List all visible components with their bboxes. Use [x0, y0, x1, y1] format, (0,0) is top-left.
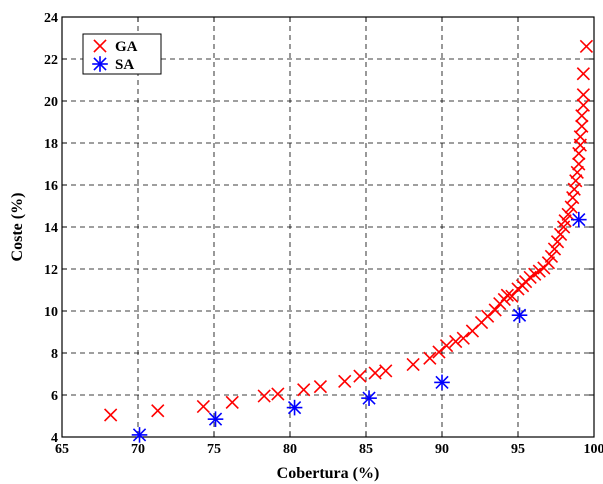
- data-point-sa: [511, 307, 528, 324]
- y-tick-label: 14: [44, 221, 58, 236]
- legend-marker-symbol: [93, 39, 107, 53]
- data-point-ga: [353, 369, 367, 383]
- data-point-sa: [361, 390, 377, 406]
- data-point-sa: [207, 411, 224, 427]
- data-point-sa: [286, 399, 303, 416]
- x-tick-label: 95: [511, 442, 525, 457]
- data-point-ga: [449, 334, 463, 349]
- data-point-ga: [541, 256, 556, 270]
- data-point-ga: [456, 331, 470, 345]
- data-point-ga: [488, 303, 502, 317]
- y-tick-label: 4: [51, 431, 58, 446]
- data-point-ga: [561, 207, 575, 222]
- legend-marker-sa: [92, 56, 108, 72]
- data-point-ga: [480, 309, 495, 323]
- data-point-ga: [576, 67, 590, 81]
- data-point-ga: [558, 214, 572, 228]
- legend-marker-symbol: [92, 56, 108, 72]
- data-point-ga: [500, 288, 514, 302]
- data-point-ga: [406, 357, 420, 372]
- data-point-ga: [572, 157, 586, 171]
- data-point-ga: [550, 235, 565, 249]
- data-point-sa: [570, 211, 587, 228]
- y-tick-label: 18: [44, 137, 58, 152]
- data-point-ga: [432, 345, 446, 359]
- axis-ticks: 65 70 75 80 85 90 95 100 4 6 8 10 12 14 16 18 20 22 24: [44, 11, 603, 457]
- data-point-ga: [379, 364, 393, 378]
- data-point-ga: [297, 383, 311, 397]
- data-point-ga: [576, 88, 590, 102]
- y-tick-label: 6: [51, 389, 58, 404]
- x-tick-label: 90: [435, 442, 449, 457]
- data-point-ga: [151, 404, 165, 418]
- grid-lines: [62, 17, 594, 437]
- y-tick-label: 22: [44, 53, 58, 68]
- data-point-ga: [104, 408, 118, 422]
- x-tick-label: 100: [584, 442, 603, 457]
- y-tick-label: 8: [51, 347, 58, 362]
- data-point-ga: [313, 379, 328, 394]
- x-tick-label: 75: [207, 442, 221, 457]
- x-axis-label: Cobertura (%): [277, 465, 380, 482]
- y-tick-label: 16: [44, 179, 58, 194]
- data-point-ga: [439, 339, 454, 353]
- data-point-ga: [257, 389, 271, 403]
- data-point-ga: [575, 109, 589, 123]
- data-point-ga: [338, 374, 352, 388]
- data-points: [104, 39, 594, 443]
- y-tick-label: 24: [44, 11, 58, 26]
- y-tick-label: 20: [44, 95, 58, 110]
- legend-label-sa: SA: [115, 57, 134, 73]
- data-point-ga: [544, 249, 559, 264]
- data-point-ga: [423, 351, 437, 365]
- x-tick-label: 70: [131, 442, 145, 457]
- y-tick-label: 12: [44, 263, 58, 278]
- data-point-ga: [196, 399, 210, 414]
- y-axis-label: Coste (%): [9, 193, 26, 262]
- data-point-sa: [131, 427, 148, 443]
- data-point-ga: [553, 227, 568, 241]
- y-tick-label: 10: [44, 305, 58, 320]
- x-tick-label: 65: [55, 442, 69, 457]
- data-point-ga: [579, 39, 594, 54]
- data-point-ga: [225, 395, 239, 409]
- data-point-ga: [575, 119, 589, 133]
- x-tick-label: 80: [283, 442, 297, 457]
- data-point-ga: [505, 289, 519, 303]
- data-point-sa: [434, 374, 450, 391]
- data-point-ga: [576, 98, 590, 112]
- legend: GA SA: [82, 33, 162, 75]
- data-point-ga: [573, 130, 587, 144]
- data-point-ga: [547, 242, 562, 256]
- legend-label-ga: GA: [115, 39, 138, 55]
- data-point-ga: [368, 366, 382, 380]
- legend-marker-ga: [93, 39, 107, 53]
- data-point-ga: [271, 387, 285, 401]
- x-tick-label: 85: [359, 442, 373, 457]
